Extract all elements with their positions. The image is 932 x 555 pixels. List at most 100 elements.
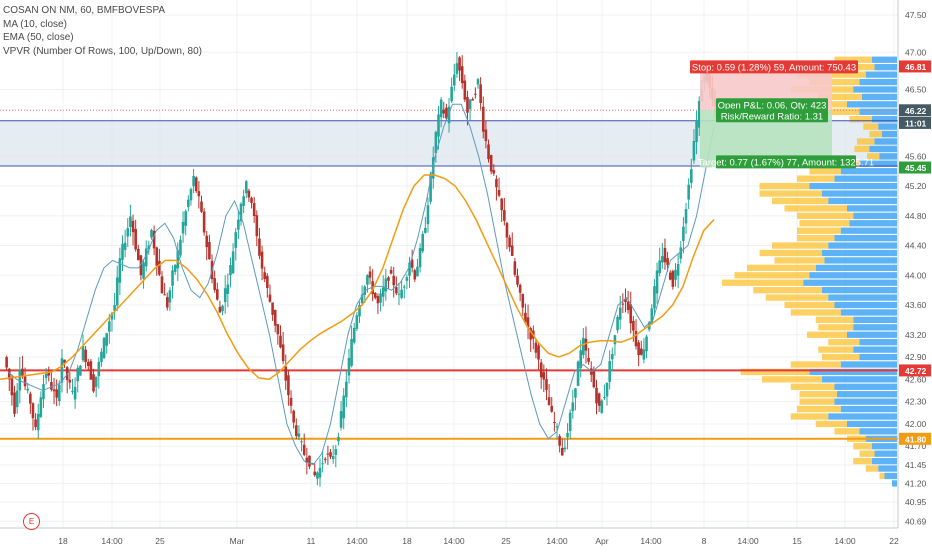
volume-bar-up — [859, 339, 897, 346]
candle-body — [661, 256, 664, 263]
candle-body — [318, 467, 322, 478]
candle-body — [690, 169, 693, 183]
rr-label[interactable]: Risk/Reward Ratio: 1.31 — [716, 109, 828, 123]
candle-body — [537, 345, 540, 360]
candle-body — [550, 405, 554, 412]
candle-body — [205, 235, 209, 248]
ma-10-line — [7, 103, 715, 466]
price-tick-label: 45.20 — [905, 181, 927, 191]
candle-body — [184, 211, 187, 226]
candle-body — [655, 270, 659, 294]
volume-bar-up — [840, 309, 897, 316]
volume-bar-up — [840, 361, 897, 368]
volume-bar-up — [822, 376, 897, 383]
volume-bar-down — [784, 205, 847, 212]
candle-body — [503, 210, 506, 221]
volume-bar-up — [859, 353, 897, 361]
candle-body — [584, 338, 588, 351]
candle-body — [347, 358, 351, 376]
volume-bar-down — [857, 138, 875, 145]
candle-body — [168, 290, 172, 303]
candle-body — [194, 177, 198, 192]
candle-body — [697, 100, 701, 128]
pnl-label[interactable]: Open P&L: 0.06, Qty: 423 — [716, 98, 828, 112]
candle-body — [424, 227, 427, 233]
target-label-bg — [716, 155, 856, 169]
volume-bar-up — [828, 197, 897, 205]
grid — [0, 0, 898, 528]
volume-bar-up — [872, 457, 897, 465]
candle-body — [139, 255, 143, 276]
volume-bar-up — [874, 64, 897, 71]
candle-body — [676, 263, 680, 276]
candle-body — [147, 245, 151, 250]
candle-body — [576, 361, 580, 386]
candle-body — [505, 223, 509, 238]
candle-body — [545, 379, 548, 390]
rr-label-text: Risk/Reward Ratio: 1.31 — [721, 111, 823, 122]
candle-body — [226, 284, 230, 294]
ema-indicator-label[interactable]: EMA (50, close) — [3, 32, 74, 43]
volume-bar-down — [834, 56, 872, 63]
volume-bar-down — [822, 353, 860, 361]
volume-bar-down — [797, 212, 854, 219]
candle-body — [458, 57, 461, 71]
candle-body — [666, 258, 669, 265]
volume-bar-down — [828, 339, 860, 346]
ma-indicator-label[interactable]: MA (10, close) — [3, 18, 67, 30]
stop-label[interactable]: Stop: 0.59 (1.28%) 59, Amount: 750.43 — [690, 60, 858, 74]
volume-bar-down — [879, 472, 885, 480]
symbol-title[interactable]: COSAN ON NM, 60, BMFBOVESPA — [3, 5, 166, 16]
volume-bar-up — [847, 331, 897, 338]
vpvr-indicator-label[interactable]: VPVR (Number Of Rows, 100, Up/Down, 80) — [3, 45, 202, 57]
volume-bar-up — [828, 294, 897, 301]
candle-body — [108, 321, 111, 332]
candle-body — [276, 324, 280, 335]
candle-body — [158, 260, 161, 275]
candle-body — [200, 201, 203, 212]
volume-bar-down — [799, 391, 837, 398]
candle-body — [321, 463, 324, 465]
candle-body — [52, 389, 56, 392]
candle-body — [513, 261, 517, 275]
short-position-tool[interactable]: Stop: 0.59 (1.28%) 59, Amount: 750.43 Tar… — [690, 60, 874, 169]
price-badge: 46.22 — [899, 104, 931, 117]
candle-body — [360, 294, 364, 304]
volume-bar-up — [872, 116, 897, 123]
time-tick-label: 18 — [58, 536, 68, 546]
candle-body — [216, 289, 219, 300]
candle-body — [258, 238, 261, 256]
candle-body — [500, 198, 503, 211]
earnings-event-badge[interactable]: E — [23, 513, 40, 530]
target-label[interactable]: Target: 0.77 (1.67%) 77, Amount: 1325.71 — [698, 155, 874, 169]
volume-bar-up — [878, 123, 897, 130]
time-tick-label: 14:00 — [443, 536, 465, 546]
volume-bar-up — [840, 405, 897, 413]
candle-body — [555, 426, 559, 428]
volume-bar-up — [834, 383, 897, 390]
candle-body — [442, 109, 446, 114]
volume-bar-down — [849, 116, 872, 123]
chart-legend: COSAN ON NM, 60, BMFBOVESPA MA (10, clos… — [3, 4, 202, 58]
candle-body — [553, 422, 556, 424]
candle-body — [592, 371, 596, 388]
candle-body — [165, 297, 169, 308]
time-tick-label: 8 — [702, 536, 707, 546]
candle-body — [476, 79, 480, 85]
candle-body — [410, 259, 414, 268]
candle-body — [34, 419, 37, 428]
volume-bar-down — [797, 405, 841, 413]
volume-bar-up — [853, 346, 897, 353]
candle-body — [618, 307, 622, 320]
candle-body — [374, 292, 377, 298]
volume-bar-up — [869, 145, 897, 153]
candle-body — [10, 378, 14, 396]
candle-body — [23, 376, 27, 387]
candle-body — [379, 293, 382, 303]
volume-bar-down — [772, 242, 829, 249]
candle-body — [179, 239, 182, 256]
volume-bar-up — [828, 413, 897, 420]
